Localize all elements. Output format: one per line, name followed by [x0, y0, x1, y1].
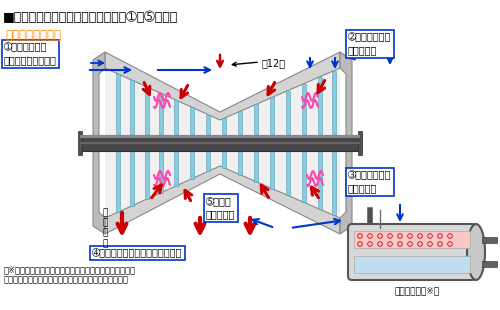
Text: 利用して原子炉へ給水される水を加熱するための機器: 利用して原子炉へ給水される水を加熱するための機器	[4, 275, 129, 284]
FancyBboxPatch shape	[348, 224, 476, 280]
Polygon shape	[145, 87, 149, 134]
Polygon shape	[254, 104, 258, 134]
Polygon shape	[206, 152, 210, 171]
Polygon shape	[80, 142, 360, 144]
Text: ➀薒気量が減少
または薒気がしゃ断: ➀薒気量が減少 または薒気がしゃ断	[4, 42, 57, 65]
Polygon shape	[302, 152, 306, 202]
Polygon shape	[105, 166, 340, 234]
Polygon shape	[130, 80, 134, 134]
Polygon shape	[206, 115, 210, 134]
Text: ➂給水加熱器の
圧力が低下: ➂給水加熱器の 圧力が低下	[348, 170, 392, 193]
Polygon shape	[78, 131, 82, 155]
Polygon shape	[222, 152, 226, 168]
Text: 復
水
器
へ: 復 水 器 へ	[102, 208, 108, 248]
Polygon shape	[222, 118, 226, 134]
Polygon shape	[130, 152, 134, 206]
Polygon shape	[354, 256, 470, 273]
Polygon shape	[332, 152, 336, 215]
Text: ➃給水加熱器内で減圧永腏が発生: ➃給水加熱器内で減圧永腏が発生	[92, 248, 182, 258]
Polygon shape	[286, 152, 290, 196]
Polygon shape	[80, 135, 360, 138]
Polygon shape	[354, 231, 470, 248]
Polygon shape	[159, 152, 163, 193]
Polygon shape	[159, 93, 163, 134]
Polygon shape	[302, 84, 306, 134]
Text: 第12段: 第12段	[262, 58, 286, 68]
Polygon shape	[286, 91, 290, 134]
Text: 給水加熱器（※）: 給水加熱器（※）	[394, 286, 440, 295]
Polygon shape	[318, 152, 322, 209]
Polygon shape	[358, 131, 362, 155]
Polygon shape	[332, 71, 336, 134]
Polygon shape	[482, 237, 497, 243]
Text: ➁タービン内の
圧力が低下: ➁タービン内の 圧力が低下	[348, 32, 392, 55]
Polygon shape	[174, 152, 178, 186]
Polygon shape	[318, 77, 322, 134]
Polygon shape	[105, 52, 340, 120]
Polygon shape	[238, 152, 242, 175]
Ellipse shape	[467, 224, 485, 280]
Polygon shape	[145, 152, 149, 199]
Polygon shape	[105, 68, 340, 136]
Polygon shape	[80, 135, 360, 151]
Polygon shape	[270, 97, 274, 134]
Polygon shape	[482, 261, 497, 267]
Polygon shape	[190, 107, 194, 134]
Text: 負荷しゃ断試験時: 負荷しゃ断試験時	[5, 29, 61, 42]
Polygon shape	[190, 152, 194, 179]
Polygon shape	[340, 52, 352, 234]
Polygon shape	[238, 111, 242, 134]
Polygon shape	[105, 150, 340, 218]
Polygon shape	[254, 152, 258, 182]
Polygon shape	[174, 100, 178, 134]
Text: ■フラッシュバックのメカニズム（➀～➄の順）: ■フラッシュバックのメカニズム（➀～➄の順）	[3, 11, 178, 24]
Polygon shape	[116, 74, 120, 134]
Polygon shape	[116, 152, 120, 212]
Polygon shape	[270, 152, 274, 188]
Polygon shape	[93, 52, 105, 234]
Text: ➄薒気が
高速で逆流: ➄薒気が 高速で逆流	[206, 196, 236, 219]
Text: （※）原子炉の熱効率向上のため、タービンからの薒気を: （※）原子炉の熱効率向上のため、タービンからの薒気を	[4, 265, 136, 274]
